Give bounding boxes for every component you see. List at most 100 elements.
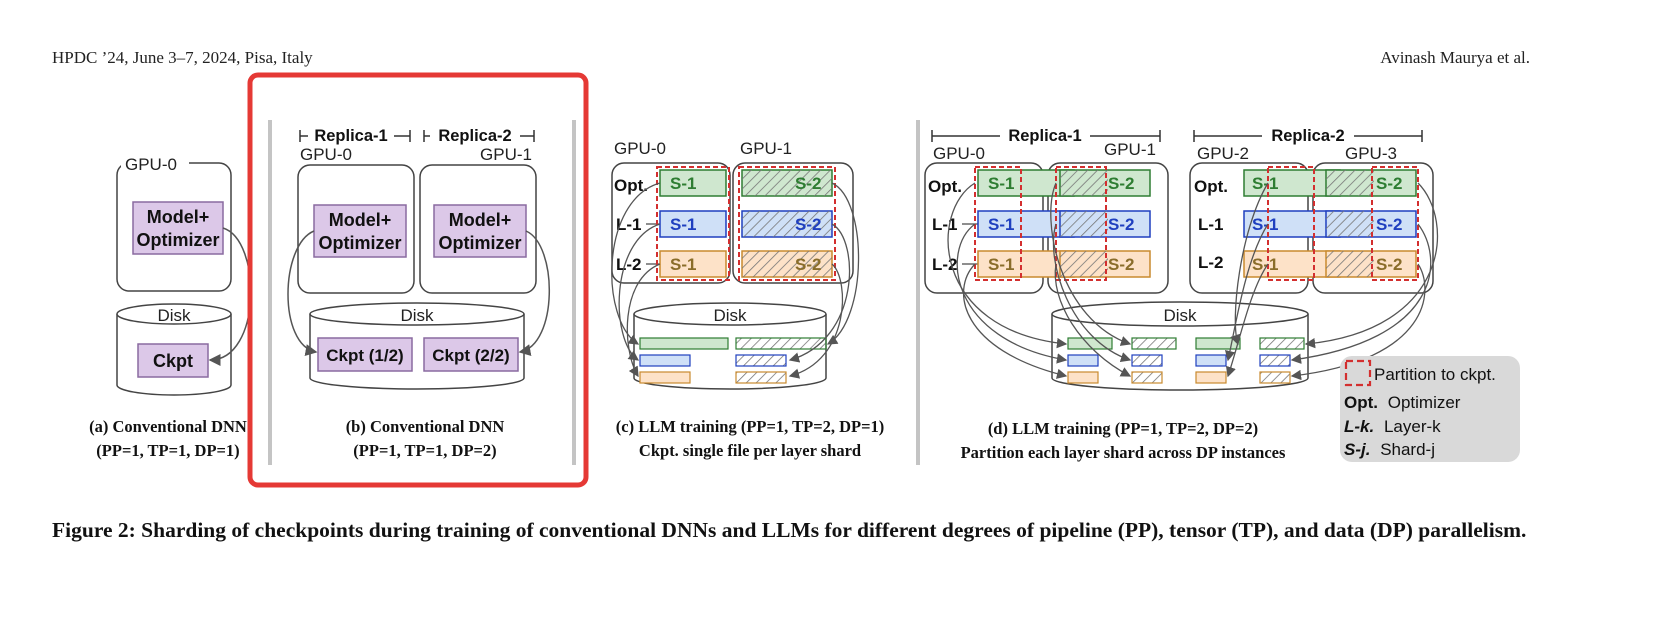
- hatch-fill: [1326, 170, 1374, 196]
- arrow: [826, 182, 860, 345]
- ckpt-1-label: Ckpt (1/2): [326, 346, 403, 365]
- gpu0-label: GPU-0: [614, 139, 666, 158]
- panel-d-caption-2: Partition each layer shard across DP ins…: [961, 443, 1286, 462]
- panel-d-caption-1: (d) LLM training (PP=1, TP=2, DP=2): [988, 419, 1258, 438]
- panel-a-caption-2: (PP=1, TP=1, DP=1): [96, 441, 239, 460]
- arrow: [1225, 223, 1269, 362]
- arrow: [287, 230, 318, 356]
- shard-label: S-2: [1376, 215, 1402, 234]
- disk-top: [309, 302, 525, 326]
- file-opt-s2: [735, 337, 827, 350]
- shard-label: S-1: [1252, 174, 1278, 193]
- disk-label: Disk: [400, 306, 434, 325]
- row-label-l1: L-1: [932, 215, 958, 234]
- arrow: [1290, 223, 1432, 364]
- legend-opt-value: Optimizer: [1388, 393, 1461, 412]
- block-line-1: Model+: [329, 210, 392, 230]
- replica-1-label: Replica-1: [1008, 127, 1081, 145]
- ckpt-1-block: [317, 337, 413, 372]
- legend: Partition to ckpt. Opt. Optimizer L-k. L…: [1340, 356, 1520, 462]
- legend-layer-key: L-k.: [1344, 417, 1374, 436]
- gpu1-label: GPU-1: [480, 145, 532, 164]
- row-label-l2: L-2: [1198, 253, 1224, 272]
- row-label-l1: L-1: [1198, 215, 1224, 234]
- hatch-fill: [1060, 251, 1108, 277]
- shard-label: S-2: [795, 215, 821, 234]
- arrow: [1225, 263, 1269, 378]
- replica-2-label: Replica-2: [438, 127, 511, 145]
- running-header-left: HPDC ’24, June 3–7, 2024, Pisa, Italy: [52, 48, 313, 67]
- panel-c-caption-1: (c) LLM training (PP=1, TP=2, DP=1): [616, 417, 885, 436]
- gpu-label: GPU-0: [125, 155, 177, 174]
- panel-c-caption-2: Ckpt. single file per layer shard: [639, 441, 861, 460]
- gpu2-label: GPU-2: [1197, 144, 1249, 163]
- hatch-fill: [1326, 211, 1374, 237]
- file-l2-s2: [735, 371, 787, 384]
- panel-d: Replica-1 Replica-2 GPU-0 GPU-1 GPU-2 GP…: [924, 124, 1439, 462]
- file: [1195, 354, 1227, 367]
- disk-body: [1051, 314, 1309, 391]
- disk-label: Disk: [713, 306, 747, 325]
- label-mask: [121, 155, 189, 173]
- shard-label: S-2: [1376, 174, 1402, 193]
- file: [1195, 337, 1241, 350]
- row-label-l2: L-2: [932, 255, 958, 274]
- model-optimizer-block: [313, 204, 407, 258]
- ckpt-2-label: Ckpt (2/2): [432, 346, 509, 365]
- block-line-2: Optimizer: [136, 230, 219, 250]
- legend-box: [1340, 356, 1520, 462]
- arrow: [1290, 263, 1426, 381]
- figure-caption: Figure 2: Sharding of checkpoints during…: [52, 518, 1527, 542]
- disk-top: [116, 303, 232, 325]
- row-label-opt: Opt.: [614, 176, 648, 195]
- l1-shard-1: [659, 210, 727, 238]
- arrow: [788, 263, 844, 379]
- shard-label: S-1: [670, 174, 696, 193]
- shard-label: S-2: [795, 255, 821, 274]
- replica-2-label: Replica-2: [1271, 127, 1344, 145]
- panel-a-caption-1: (a) Conventional DNN: [89, 417, 247, 436]
- arrow: [1054, 263, 1132, 377]
- row-label-opt: Opt.: [928, 177, 962, 196]
- arrow: [788, 223, 851, 363]
- panel-c: GPU-0 GPU-1 Opt. S-1 S-2 L-1 S-1 S-2 L-2…: [611, 139, 885, 460]
- shard-label: S-2: [1376, 255, 1402, 274]
- file-opt-s1: [639, 337, 729, 350]
- block-line-2: Optimizer: [438, 233, 521, 253]
- file: [1259, 354, 1291, 367]
- gpu1-label: GPU-1: [740, 139, 792, 158]
- arrow: [1052, 223, 1132, 363]
- file: [1067, 354, 1099, 367]
- panel-b-caption-1: (b) Conventional DNN: [346, 417, 505, 436]
- legend-shard-value: Shard-j: [1380, 440, 1435, 459]
- partition-legend-icon: [1344, 359, 1372, 387]
- legend-partition: Partition to ckpt.: [1374, 365, 1496, 384]
- hatch-fill: [742, 251, 832, 277]
- arrow: [1050, 182, 1132, 346]
- ckpt-block: [137, 343, 209, 378]
- file: [1259, 337, 1305, 350]
- disk-label: Disk: [1163, 306, 1197, 325]
- legend-shard-key: S-j.: [1344, 440, 1370, 459]
- shard-label: S-1: [670, 215, 696, 234]
- hatch-fill: [1060, 170, 1108, 196]
- hatch-fill: [1060, 211, 1108, 237]
- running-header-right: Avinash Maurya et al.: [1380, 48, 1530, 67]
- block-line-1: Model+: [449, 210, 512, 230]
- gpu1-label: GPU-1: [1104, 140, 1156, 159]
- legend-shard: S-j. Shard-j: [1344, 440, 1435, 459]
- gpu0-label: GPU-0: [933, 144, 985, 163]
- legend-layer-value: Layer-k: [1384, 417, 1441, 436]
- panel-b-caption-2: (PP=1, TP=1, DP=2): [353, 441, 496, 460]
- row-label-l2: L-2: [616, 255, 642, 274]
- shard-label: S-1: [1252, 215, 1278, 234]
- file-l2-s1: [639, 371, 691, 384]
- shard-label: S-1: [988, 215, 1014, 234]
- disk-top: [633, 302, 827, 326]
- panel-a: GPU-0 Model+ Optimizer Disk Ckpt (a) Con…: [89, 155, 252, 460]
- l1-shard-1: [977, 210, 1075, 238]
- shard-label: S-2: [1108, 215, 1134, 234]
- hatch-fill: [1326, 251, 1374, 277]
- arrow: [962, 263, 1068, 379]
